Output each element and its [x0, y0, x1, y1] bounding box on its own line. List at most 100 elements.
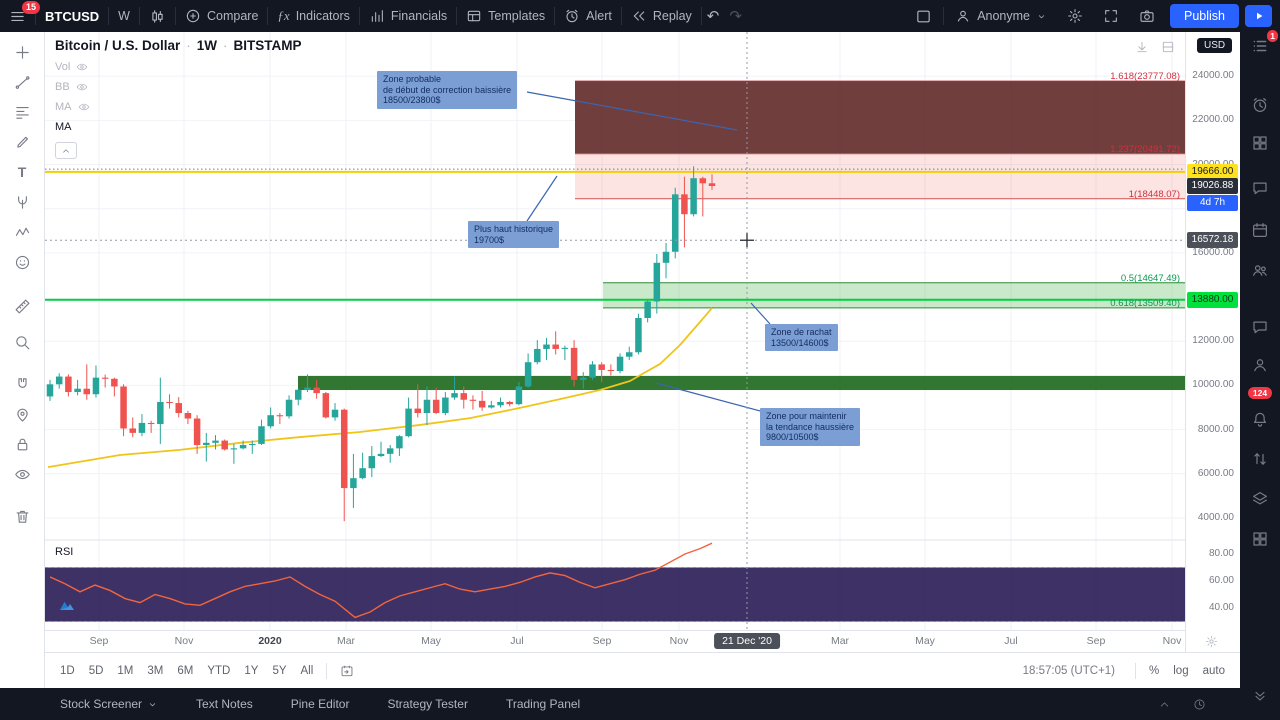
- watchlist-icon[interactable]: 1: [1248, 30, 1278, 58]
- dom-icon[interactable]: [1248, 527, 1272, 551]
- magnet-tool-icon[interactable]: [9, 372, 35, 396]
- compare-button[interactable]: Compare: [176, 0, 267, 32]
- alerts-icon[interactable]: [1248, 93, 1272, 117]
- account-menu-button[interactable]: Anonyme: [946, 0, 1056, 32]
- tab-strategy-tester[interactable]: Strategy Tester: [387, 697, 468, 711]
- buy-zone-note[interactable]: Zone de rachat 13500/14600$: [765, 324, 838, 351]
- object-tree-icon[interactable]: [1248, 487, 1272, 511]
- tab-stock-screener[interactable]: Stock Screener: [60, 697, 158, 711]
- scroll-to-recent-icon[interactable]: [1135, 40, 1149, 54]
- fib-level-label[interactable]: 0.5(14647.49): [1120, 272, 1180, 284]
- private-chat-icon[interactable]: [1248, 353, 1272, 377]
- order-panel-icon[interactable]: [1248, 447, 1272, 471]
- undo-button[interactable]: ↶: [706, 8, 720, 25]
- rsi-pane-label[interactable]: RSI: [55, 546, 74, 558]
- eye-icon[interactable]: [76, 61, 88, 73]
- templates-button[interactable]: Templates: [457, 0, 554, 32]
- correction-zone-note[interactable]: Zone probable de début de correction bai…: [377, 71, 518, 109]
- publish-button[interactable]: Publish: [1170, 4, 1239, 28]
- indicator-row-ma[interactable]: MA: [55, 120, 72, 133]
- tab-trading-panel[interactable]: Trading Panel: [505, 697, 581, 711]
- emoji-tool-icon[interactable]: [9, 250, 35, 274]
- interval-button[interactable]: W: [118, 9, 130, 23]
- price-zones[interactable]: [298, 80, 1185, 391]
- trend-line-tool-icon[interactable]: [9, 70, 35, 94]
- main-menu-button[interactable]: 15: [0, 0, 41, 32]
- snapshot-button[interactable]: [1130, 0, 1164, 32]
- chart-canvas[interactable]: [45, 32, 1185, 630]
- range-5d-button[interactable]: 5D: [88, 664, 104, 677]
- hotlists-icon[interactable]: [1248, 131, 1272, 155]
- calendar-icon[interactable]: [1248, 218, 1272, 242]
- currency-toggle[interactable]: USD: [1197, 38, 1233, 53]
- pattern-tool-icon[interactable]: [9, 220, 35, 244]
- redo-button[interactable]: ↷: [729, 8, 742, 25]
- eye-icon[interactable]: [76, 81, 88, 93]
- collapse-sidebar-icon[interactable]: [1248, 684, 1272, 708]
- range-all-button[interactable]: All: [300, 664, 314, 677]
- support-zone-note[interactable]: Zone pour maintenir la tendance haussièr…: [760, 408, 861, 446]
- remove-drawings-icon[interactable]: [9, 504, 35, 528]
- level-lines[interactable]: [45, 168, 1185, 301]
- fullscreen-button[interactable]: [1094, 0, 1128, 32]
- indicators-button[interactable]: ƒx Indicators: [277, 8, 350, 23]
- expand-panel-icon[interactable]: [1158, 698, 1171, 711]
- indicator-row-vol[interactable]: Vol: [55, 60, 302, 73]
- hide-drawings-icon[interactable]: [9, 462, 35, 486]
- clock-readout[interactable]: 18:57:05 (UTC+1): [1022, 664, 1116, 677]
- range-1d-button[interactable]: 1D: [60, 664, 75, 677]
- alert-button[interactable]: Alert: [555, 0, 621, 32]
- panel-clock-icon[interactable]: [1193, 698, 1206, 711]
- range-1y-button[interactable]: 1Y: [244, 664, 259, 677]
- brush-tool-icon[interactable]: [9, 130, 35, 154]
- chart-style-button[interactable]: [140, 0, 175, 32]
- range-5y-button[interactable]: 5Y: [272, 664, 287, 677]
- layout-button[interactable]: [906, 0, 941, 32]
- chat-count-badge[interactable]: 124: [1247, 387, 1273, 399]
- settings-button[interactable]: [1058, 0, 1092, 32]
- go-to-date-button[interactable]: [333, 660, 361, 682]
- time-axis[interactable]: Sep Nov 2020 Mar May Jul Sep Nov Mar May Jul Sep Nov…: [45, 630, 1185, 652]
- ideas-icon[interactable]: [1248, 176, 1272, 200]
- tab-text-notes[interactable]: Text Notes: [196, 697, 253, 711]
- symbol-search-button[interactable]: BTCUSD: [45, 8, 100, 24]
- notifications-bell-icon[interactable]: [1248, 407, 1272, 431]
- community-icon[interactable]: [1248, 258, 1272, 282]
- range-ytd-button[interactable]: YTD: [207, 664, 231, 677]
- fib-level-label[interactable]: 1.618(23777.08): [1110, 71, 1180, 83]
- range-3m-button[interactable]: 3M: [147, 664, 164, 677]
- axis-settings-gear-icon[interactable]: [1205, 635, 1218, 648]
- fib-level-label[interactable]: 1.237(20491.72): [1110, 143, 1180, 155]
- tab-pine-editor[interactable]: Pine Editor: [290, 697, 350, 711]
- range-6m-button[interactable]: 6M: [177, 664, 194, 677]
- ath-note[interactable]: Plus haut historique 19700$: [468, 221, 560, 248]
- text-tool-icon[interactable]: T: [17, 164, 27, 180]
- chat-icon[interactable]: [1248, 315, 1272, 339]
- fib-level-label[interactable]: 0.618(13509.40): [1110, 297, 1180, 309]
- eye-icon[interactable]: [78, 101, 90, 113]
- crosshair-tool-icon[interactable]: [9, 40, 35, 64]
- drawing-pin-icon[interactable]: [9, 402, 35, 426]
- legend-collapse-button[interactable]: [55, 142, 77, 159]
- indicator-row-bb[interactable]: BB: [55, 80, 302, 93]
- fib-retracement-tool-icon[interactable]: [9, 100, 35, 124]
- replay-play-button[interactable]: [1245, 5, 1272, 27]
- price-axis[interactable]: USD 24000.0022000.0020000.0018000.001600…: [1185, 32, 1240, 652]
- chart-area[interactable]: Bitcoin / U.S. Dollar · 1W · BITSTAMP Vo…: [45, 32, 1185, 630]
- fib-level-label[interactable]: 1(18448.07): [1128, 188, 1180, 200]
- log-scale-button[interactable]: log: [1173, 664, 1189, 677]
- maximize-pane-icon[interactable]: [1161, 40, 1175, 54]
- financials-button[interactable]: Financials: [360, 0, 456, 32]
- indicator-row-ma-hidden[interactable]: MA: [55, 100, 302, 113]
- auto-scale-button[interactable]: auto: [1202, 664, 1225, 677]
- measure-tool-icon[interactable]: [9, 294, 35, 318]
- rsi-pane[interactable]: [45, 539, 1185, 622]
- range-1m-button[interactable]: 1M: [117, 664, 134, 677]
- replay-button[interactable]: Replay: [622, 0, 701, 32]
- chart-title-row[interactable]: Bitcoin / U.S. Dollar · 1W · BITSTAMP: [55, 38, 302, 53]
- lock-drawings-icon[interactable]: [9, 432, 35, 456]
- zoom-tool-icon[interactable]: [9, 330, 35, 354]
- ma-line[interactable]: [47, 307, 713, 469]
- percent-scale-button[interactable]: %: [1149, 664, 1160, 677]
- pitchfork-tool-icon[interactable]: [9, 190, 35, 214]
